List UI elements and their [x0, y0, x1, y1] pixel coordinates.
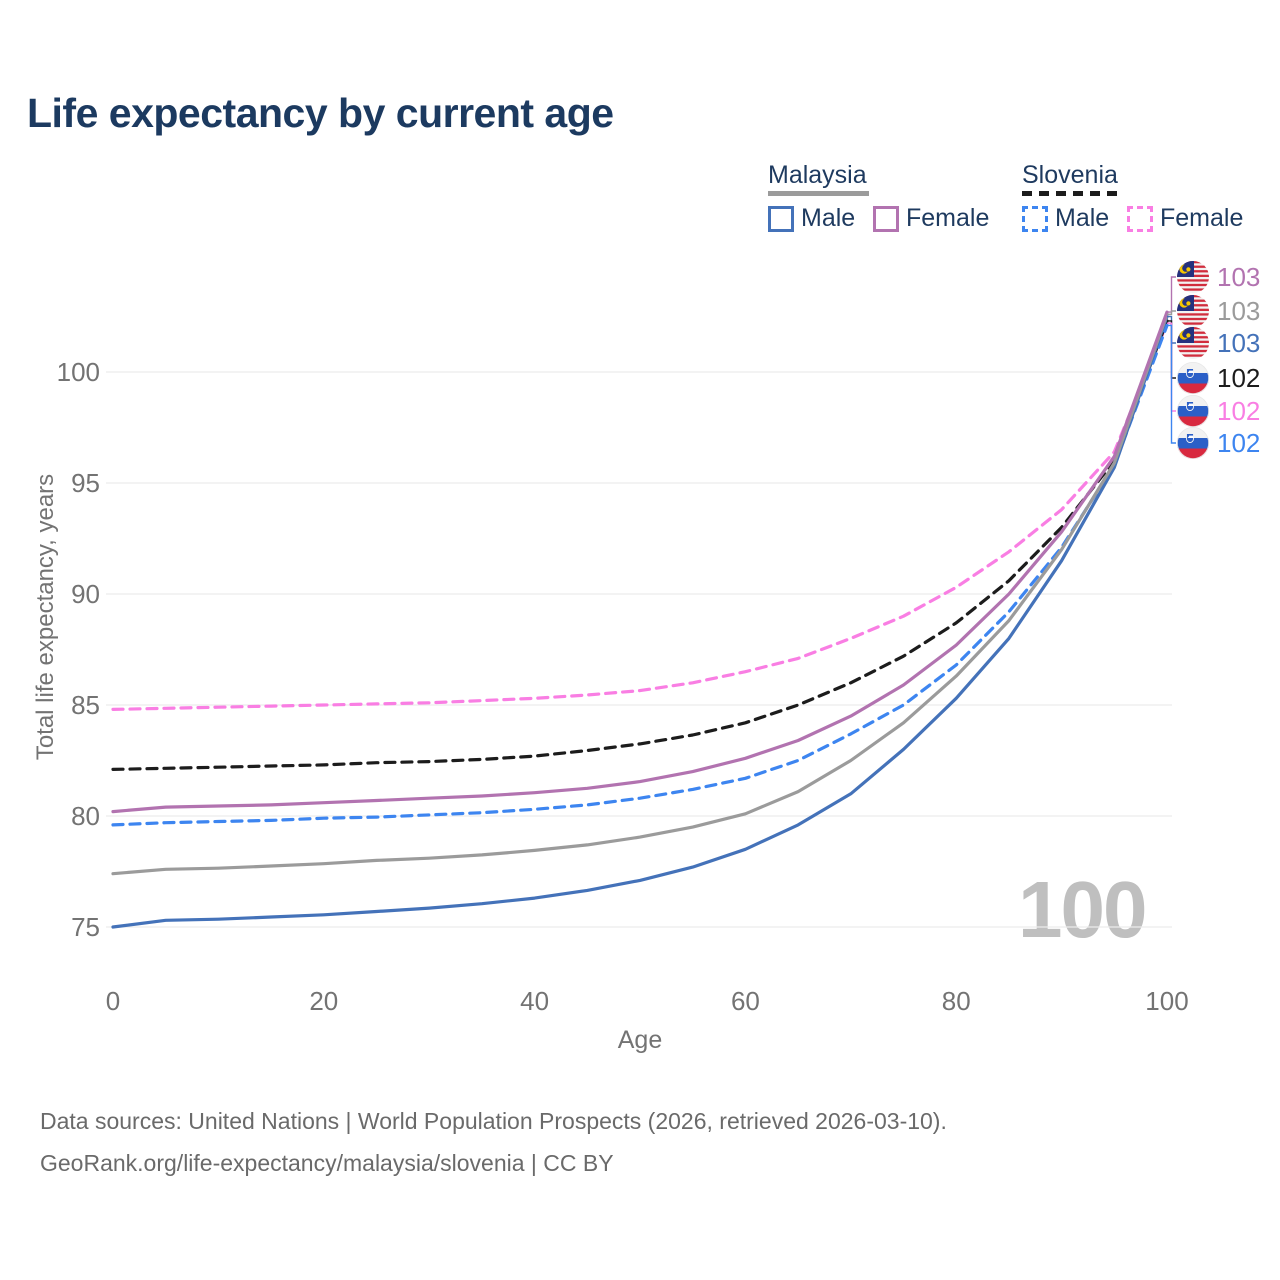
end-value: 102: [1217, 395, 1261, 426]
legend-label-malaysia-male: Male: [801, 204, 856, 232]
x-tick-60: 60: [731, 986, 760, 1016]
end-value: 103: [1217, 327, 1261, 358]
line-malaysia-female: [111, 310, 1169, 814]
x-tick-80: 80: [942, 986, 971, 1016]
y-tick-90: 90: [71, 579, 100, 609]
end-label-slovenia-total: 102: [1176, 361, 1261, 395]
footer-data-sources: Data sources: United Nations | World Pop…: [40, 1108, 947, 1134]
line-malaysia-total: [111, 312, 1169, 876]
legend-group-malaysia: Malaysia: [768, 161, 867, 189]
leader-slovenia-female: [1167, 322, 1176, 412]
legend-group-slovenia: Slovenia: [1022, 161, 1118, 189]
footer-attribution: GeoRank.org/life-expectancy/malaysia/slo…: [40, 1150, 614, 1176]
end-label-malaysia-male: 103: [1177, 327, 1260, 359]
leader-malaysia-female: [1167, 276, 1176, 313]
legend-item-slovenia-female[interactable]: Female: [1127, 204, 1243, 233]
leader-malaysia-total: [1167, 310, 1176, 315]
legend-item-slovenia-male[interactable]: Male: [1022, 204, 1109, 233]
line-slovenia-total: [111, 319, 1169, 771]
end-value: 102: [1217, 362, 1261, 393]
end-label-malaysia-female: 103: [1177, 261, 1260, 293]
x-axis-title: Age: [617, 1026, 663, 1054]
slovenia-flag-icon: [1176, 394, 1210, 428]
y-tick-75: 75: [71, 912, 100, 942]
y-tick-80: 80: [71, 801, 100, 831]
slovenia-flag-icon: [1176, 361, 1210, 395]
x-tick-100: 100: [1145, 986, 1188, 1016]
line-malaysia-male: [111, 314, 1169, 929]
end-label-slovenia-male: 102: [1176, 426, 1261, 460]
legend-label-malaysia-female: Female: [906, 204, 990, 232]
legend-malaysia-line-sample: [768, 191, 869, 196]
legend-swatch-slovenia-female: [1127, 205, 1153, 232]
leader-malaysia-male: [1167, 315, 1176, 344]
legend-item-malaysia-male[interactable]: Male: [768, 204, 855, 233]
y-tick-95: 95: [71, 468, 100, 498]
legend-swatch-malaysia-female: [873, 205, 899, 232]
legend-swatch-malaysia-male: [768, 205, 794, 232]
age-watermark: 100: [1018, 865, 1147, 954]
line-slovenia-female: [111, 321, 1169, 711]
malaysia-flag-icon: [1177, 327, 1209, 359]
malaysia-flag-icon: [1177, 261, 1209, 293]
leader-slovenia-male: [1167, 324, 1176, 444]
x-tick-0: 0: [106, 986, 120, 1016]
end-value: 102: [1217, 427, 1261, 458]
y-tick-85: 85: [71, 690, 100, 720]
line-slovenia-male: [111, 323, 1169, 827]
x-tick-20: 20: [309, 986, 338, 1016]
malaysia-flag-icon: [1177, 295, 1209, 327]
chart-title: Life expectancy by current age: [27, 90, 614, 136]
y-tick-100: 100: [57, 357, 100, 387]
end-value: 103: [1217, 295, 1261, 326]
x-tick-40: 40: [520, 986, 549, 1016]
legend-label-slovenia-female: Female: [1160, 204, 1244, 232]
legend-slovenia-line-sample: [1022, 191, 1119, 196]
end-value: 103: [1217, 261, 1261, 292]
legend-label-slovenia-male: Male: [1055, 204, 1110, 232]
legend-swatch-slovenia-male: [1022, 205, 1048, 232]
y-axis-title: Total life expectancy, years: [32, 473, 59, 761]
end-label-slovenia-female: 102: [1176, 394, 1261, 428]
end-label-malaysia-total: 103: [1177, 295, 1260, 327]
leader-slovenia-total: [1167, 320, 1176, 379]
slovenia-flag-icon: [1176, 426, 1210, 460]
legend-item-malaysia-female[interactable]: Female: [873, 204, 989, 233]
